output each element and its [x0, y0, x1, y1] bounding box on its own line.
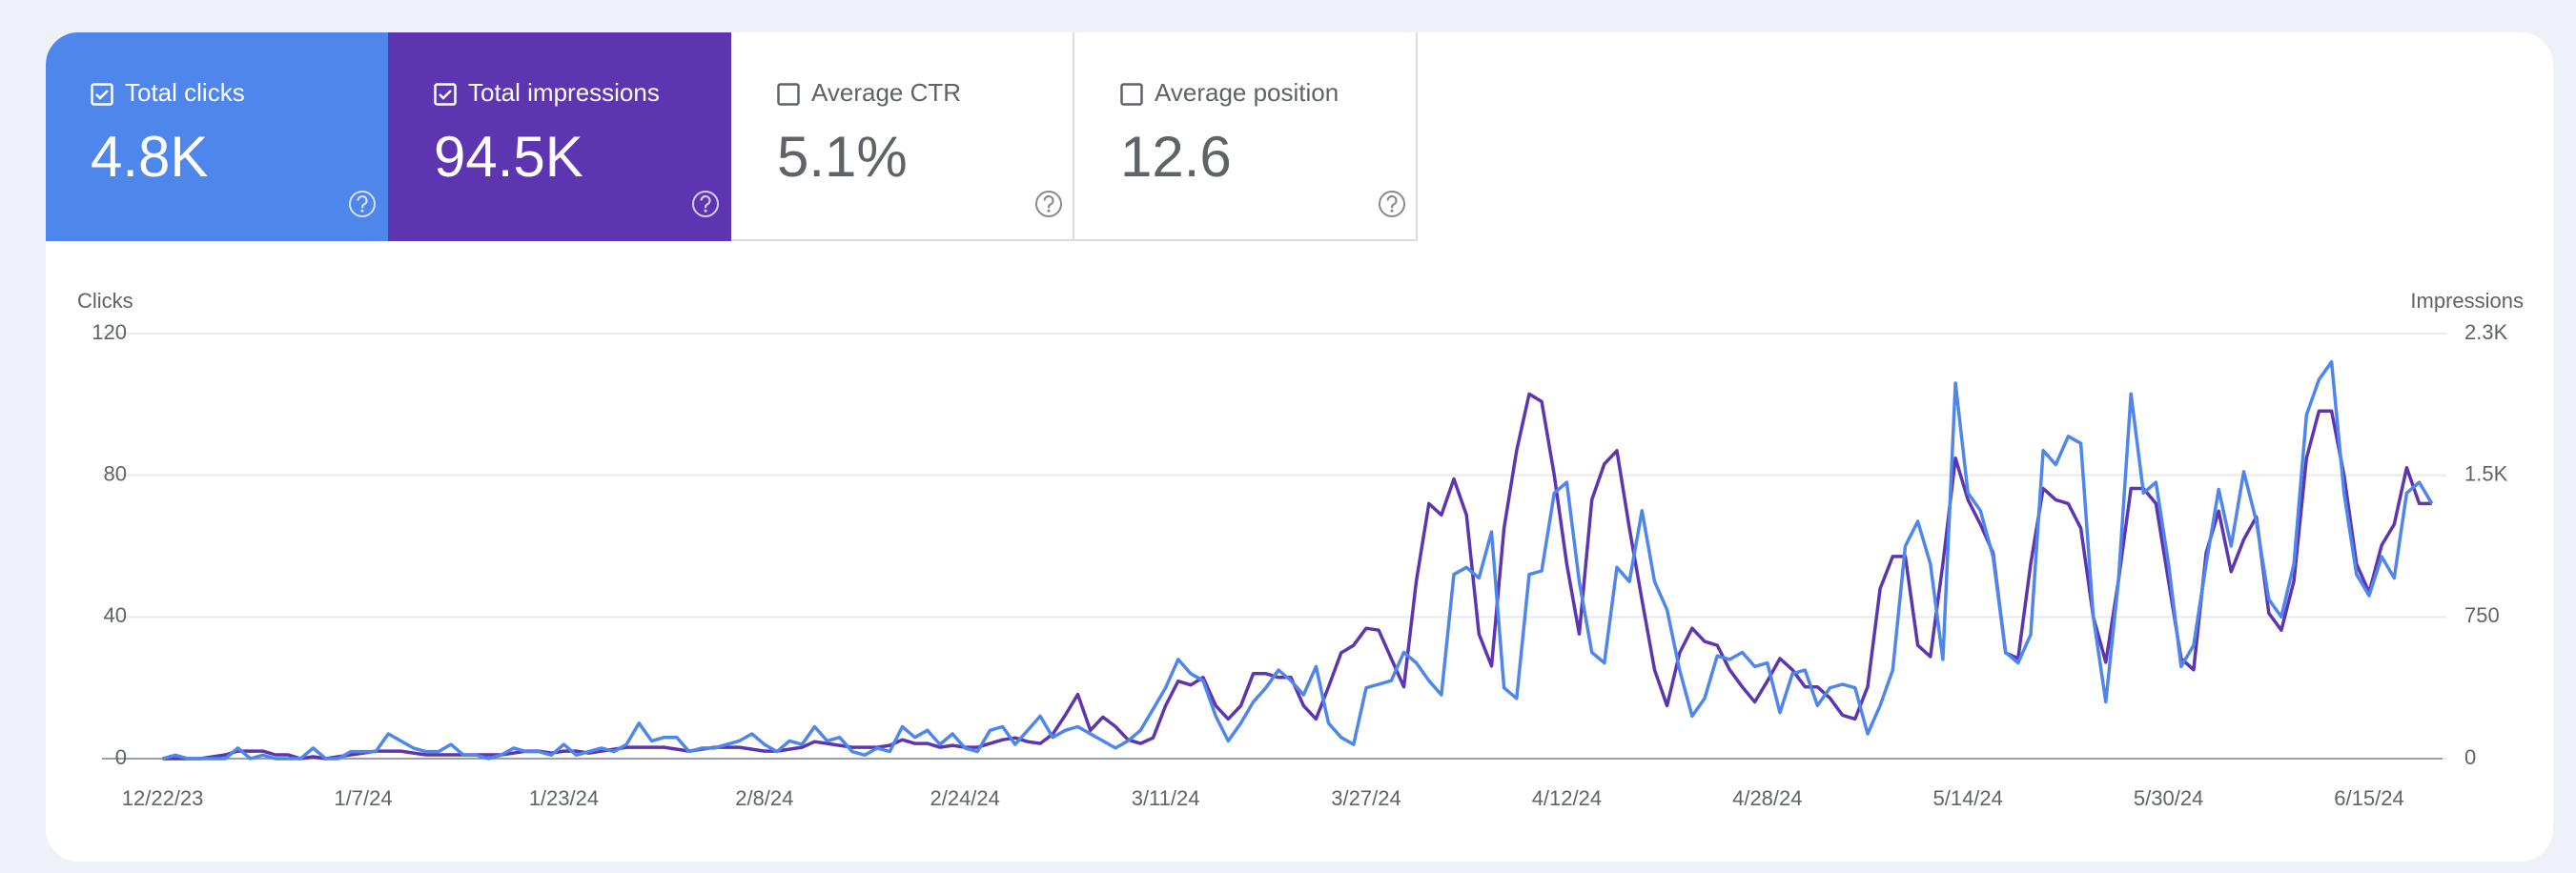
checkbox[interactable]	[777, 83, 800, 106]
metric-label: Average CTR	[811, 78, 962, 107]
y-axis-title: Clicks	[77, 289, 133, 313]
y-tick-label: 40	[104, 603, 127, 627]
metric-value: 12.6	[1120, 125, 1232, 189]
metric-label: Average position	[1155, 78, 1339, 107]
x-tick-label: 2/8/24	[735, 786, 793, 810]
x-tick-label: 4/28/24	[1732, 786, 1802, 810]
metric-card[interactable]: Total impressions 94.5K	[388, 32, 731, 241]
metric-label: Total clicks	[125, 78, 245, 107]
y2-tick-label: 2.3K	[2464, 320, 2508, 344]
help-icon[interactable]	[1378, 190, 1406, 218]
y2-tick-label: 750	[2464, 603, 2500, 627]
metric-card[interactable]: Average position 12.6	[1074, 32, 1418, 241]
x-tick-label: 4/12/24	[1532, 786, 1602, 810]
x-tick-label: 5/14/24	[1932, 786, 2002, 810]
metric-label: Total impressions	[468, 78, 660, 107]
series-line	[162, 359, 2434, 761]
x-tick-label: 3/11/24	[1132, 786, 1200, 810]
y-tick-label: 120	[92, 320, 127, 344]
help-icon[interactable]	[691, 190, 720, 218]
x-tick-label: 5/30/24	[2134, 786, 2203, 810]
metric-card[interactable]: Total clicks 4.8K	[46, 32, 388, 241]
performance-panel: Total clicks 4.8K Total impressions 94.5…	[46, 32, 2553, 862]
y-tick-label: 80	[104, 461, 127, 485]
x-tick-label: 3/27/24	[1331, 786, 1400, 810]
y2-tick-label: 0	[2464, 745, 2476, 769]
y2-tick-label: 1.5K	[2464, 461, 2508, 485]
checkbox[interactable]	[1120, 83, 1143, 106]
metric-card[interactable]: Average CTR 5.1%	[731, 32, 1074, 241]
x-tick-label: 1/7/24	[334, 786, 392, 810]
x-tick-label: 12/22/23	[122, 786, 204, 810]
checkbox[interactable]	[91, 83, 113, 106]
y2-axis-title: Impressions	[2410, 289, 2524, 313]
x-tick-label: 6/15/24	[2334, 786, 2403, 810]
metric-value: 94.5K	[434, 125, 583, 189]
help-icon[interactable]	[1034, 190, 1063, 218]
checkbox[interactable]	[434, 83, 457, 106]
x-tick-label: 2/24/24	[930, 786, 999, 810]
metric-value: 4.8K	[91, 125, 209, 189]
x-tick-label: 1/23/24	[529, 786, 599, 810]
y-tick-label: 0	[115, 745, 127, 769]
metric-value: 5.1%	[777, 125, 908, 189]
help-icon[interactable]	[348, 190, 377, 218]
